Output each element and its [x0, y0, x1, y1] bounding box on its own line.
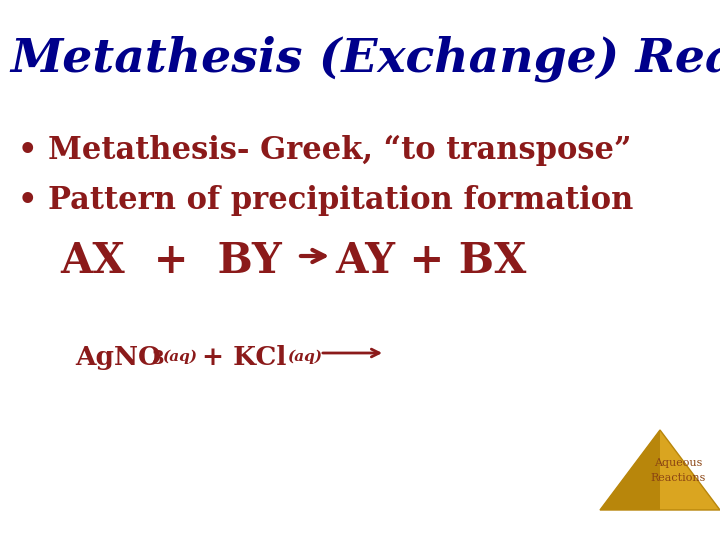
Text: 3: 3: [152, 350, 164, 368]
Text: AY + BX: AY + BX: [335, 240, 526, 282]
Text: AX  +  BY: AX + BY: [60, 240, 282, 282]
Text: • Pattern of precipitation formation: • Pattern of precipitation formation: [18, 185, 634, 216]
Text: + KCl: + KCl: [202, 345, 287, 370]
Text: • Metathesis- Greek, “to transpose”: • Metathesis- Greek, “to transpose”: [18, 135, 631, 166]
Text: (aq): (aq): [287, 350, 322, 364]
Text: (aq): (aq): [162, 350, 197, 364]
Text: Reactions: Reactions: [650, 473, 706, 483]
Text: AgNO: AgNO: [75, 345, 161, 370]
Polygon shape: [600, 430, 660, 510]
Polygon shape: [600, 430, 720, 510]
Text: Aqueous: Aqueous: [654, 458, 702, 468]
Text: Metathesis (Exchange) Reactions: Metathesis (Exchange) Reactions: [10, 35, 720, 82]
